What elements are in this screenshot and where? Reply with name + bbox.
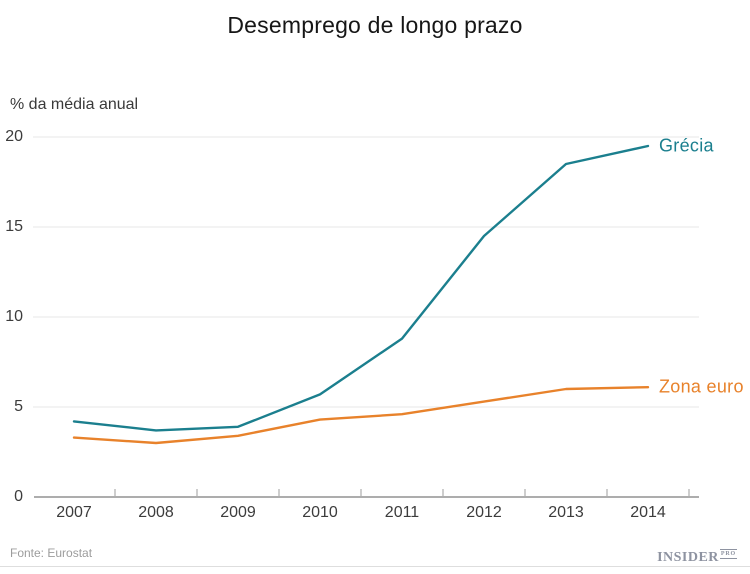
bottom-divider [0,566,750,567]
series-line-zona-euro [72,386,650,445]
y-tick-label: 5 [14,398,23,415]
x-tick-label: 2013 [548,504,584,521]
series-label-grecia: Grécia [659,135,714,156]
x-tick-label: 2011 [384,504,420,521]
x-tick-label: 2012 [466,504,502,521]
x-tick-label: 2007 [56,504,92,521]
series-line-grecia [72,144,650,432]
y-tick-label: 10 [5,308,23,325]
insiderpro-logo: INSIDER PRO [657,548,737,566]
x-tick-label: 2008 [138,504,174,521]
x-tick-label: 2009 [220,504,256,521]
chart-title: Desemprego de longo prazo [227,12,523,38]
logo-wordmark: INSIDER [657,550,719,565]
y-tick-label: 15 [5,218,23,235]
y-tick-label: 20 [5,128,23,145]
y-axis-unit-label: % da média anual [10,96,139,113]
series-label-zona-euro: Zona euro [659,376,744,397]
x-tick-label: 2010 [302,504,338,521]
x-tick-label: 2014 [630,504,666,521]
logo-pro-badge: PRO [719,549,737,559]
y-tick-label: 0 [14,488,23,505]
source-note: Fonte: Eurostat [10,546,93,560]
